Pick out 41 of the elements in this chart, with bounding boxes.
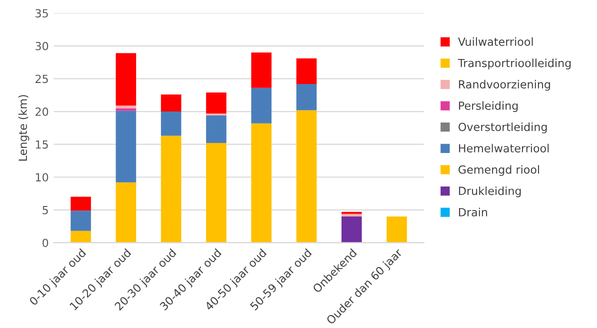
y-tick-label: 30 — [36, 42, 48, 50]
y-tick-label: 10 — [36, 173, 48, 182]
bar — [70, 196, 91, 211]
y-tick-label: 5 — [42, 206, 48, 214]
y-tick-label: 0 — [42, 238, 48, 248]
legend-label: Drukleiding — [459, 186, 521, 198]
bar — [70, 230, 91, 243]
bar — [206, 143, 226, 243]
legend-label: Drain — [459, 208, 488, 216]
bar — [341, 214, 362, 216]
y-tick-label: 20 — [36, 107, 48, 116]
legend-label: Gemengd riool — [458, 165, 540, 176]
bar — [251, 88, 272, 124]
y-tick-label: 15 — [36, 140, 48, 149]
bar — [116, 110, 136, 182]
bar — [70, 210, 91, 231]
legend-label: Overstortleiding — [458, 122, 547, 134]
bar — [341, 216, 362, 243]
bar — [206, 115, 226, 144]
legend-label: Persleiding — [459, 101, 518, 112]
bar — [116, 53, 136, 106]
legend-label: Transportrioolleiding — [458, 58, 571, 70]
bar — [160, 94, 182, 112]
y-tick-label: 25 — [36, 74, 48, 84]
bar — [386, 216, 407, 243]
legend-label: Vuilwaterriool — [458, 37, 533, 46]
bar — [116, 106, 136, 108]
y-axis-title: Lengte (km) — [18, 95, 30, 161]
bar — [206, 92, 226, 114]
bar — [296, 84, 317, 110]
bar — [251, 52, 272, 88]
bar — [251, 123, 272, 243]
legend-label: Randvoorziening — [459, 80, 550, 91]
legend-label: Hemelwaterriool — [459, 144, 549, 152]
bar — [116, 108, 136, 111]
bar — [296, 110, 317, 243]
bar — [116, 182, 136, 243]
bar — [160, 112, 182, 136]
bar — [296, 58, 317, 84]
bar — [160, 136, 182, 243]
y-tick-label: 35 — [36, 9, 48, 18]
